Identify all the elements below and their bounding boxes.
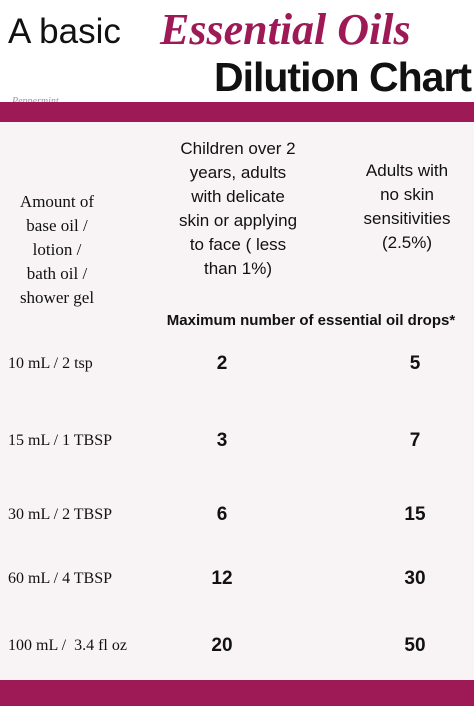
column-header: Amount of [19,192,95,211]
row-label: 10 mL / 2 tsp [8,355,93,372]
logo-line: Peppermint [12,96,59,107]
column-header: years, adults [189,163,287,182]
column-header: skin or applying [178,211,298,230]
cell-value: 50 [404,635,426,656]
column-header: no skin [380,185,434,204]
cell-value: 2 [216,353,228,374]
column-header: lotion / [32,240,82,259]
column-header: than 1%) [203,259,273,278]
column-header: (2.5%) [381,233,433,252]
row-label: 60 mL / 4 TBSP [8,570,113,587]
bottom-band [0,680,474,706]
top-band [0,102,474,122]
cell-value: 15 [404,504,426,525]
title-main: Dilution Chart [214,54,472,100]
column-header: shower gel [19,288,95,307]
cell-value: 7 [409,430,421,451]
column-header: bath oil / [26,264,88,283]
column-header: base oil / [26,216,88,235]
row-label: 100 mL / 3.4 fl oz [8,637,127,654]
column-header: sensitivities [363,209,451,228]
cell-value: 12 [211,568,233,589]
column-header: Adults with [365,161,449,180]
cell-value: 5 [409,353,421,374]
title-script: Essential Oils [160,5,411,54]
column-header: Children over 2 [180,139,296,158]
cell-value: 6 [216,504,228,525]
title-prefix: A basic [8,12,121,51]
column-header: with delicate [191,187,285,206]
table-panel [0,122,474,680]
row-label: 15 mL / 1 TBSP [8,432,113,449]
subheader: Maximum number of essential oil drops* [166,312,456,329]
cell-value: 3 [216,430,228,451]
column-header: to face ( less [189,235,287,254]
cell-value: 30 [404,568,426,589]
row-label: 30 mL / 2 TBSP [8,506,113,523]
cell-value: 20 [211,635,233,656]
